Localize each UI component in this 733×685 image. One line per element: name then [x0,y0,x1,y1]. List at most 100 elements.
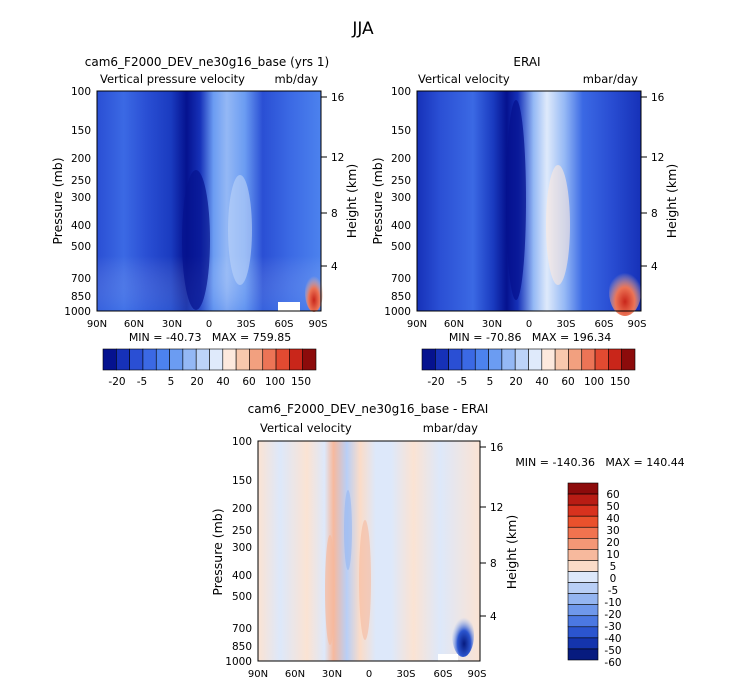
colorbar-swatch [289,348,303,371]
min-max-stats: MIN = -70.86 MAX = 196.34 [449,331,611,344]
x-axis: 90N 60N 30N 0 30S 60S 90S [87,319,328,330]
y-tick-label: 250 [71,175,91,187]
y-tick-label: 100 [391,86,411,98]
y-axis-left: 100 150 200 250 300 400 500 700 850 1000 [225,436,252,668]
colorbar-swatch [581,348,596,371]
height-tick-label: 4 [651,261,658,273]
colorbar-swatch [222,348,237,371]
plot-frame [416,90,642,312]
colorbar-swatch [621,348,636,371]
colorbar-vertical [567,482,599,661]
figure-title: JJA [351,19,374,39]
plot-frame [96,90,322,312]
colorbar-swatch [567,549,599,561]
colorbar-label: 60 [606,489,619,501]
colorbar-label: 0 [610,573,617,585]
y-tick-label: 250 [391,175,411,187]
colorbar-label: 60 [561,376,574,388]
colorbar-labels: -20 -5 5 20 40 60 100 150 [108,376,311,388]
y-tick-label: 700 [232,623,252,635]
colorbar-swatch [528,348,543,371]
colorbar-label: 60 [242,376,255,388]
colorbar-swatch [435,348,449,371]
y-tick-label: 300 [391,192,411,204]
colorbar-swatch [249,348,264,371]
colorbar-swatch [567,493,599,506]
colorbar-swatch [129,348,144,371]
y-tick-label: 150 [71,125,91,137]
y-axis-left: 100 150 200 250 300 400 500 700 850 1000 [384,86,411,318]
colorbar-swatch [235,348,250,371]
colorbar-labels: 60 50 40 30 20 10 5 0 -5 -10 -20 -30 -40… [604,489,621,669]
colorbar-swatch [567,637,599,650]
y-tick-label: 400 [71,220,91,232]
colorbar-label: 30 [606,525,619,537]
y-axis-label: Pressure (mb) [50,157,65,244]
x-tick-label: 0 [206,319,212,330]
colorbar-label: 5 [610,561,617,573]
x-axis: 90N 60N 30N 0 30S 60S 90S [407,319,647,330]
x-tick-label: 60S [274,319,293,330]
colorbar-label: 100 [265,376,285,388]
colorbar-swatch [568,348,583,371]
colorbar-swatch [142,348,157,371]
y-tick-label: 250 [232,525,252,537]
colorbar-swatch [155,348,170,371]
y-tick-label: 200 [391,153,411,165]
colorbar-label: 40 [606,513,619,525]
colorbar-swatch [567,504,599,517]
y-tick-label: 500 [71,241,91,253]
colorbar-swatch [169,348,184,371]
colorbar-label: 150 [610,376,630,388]
colorbar-label: 20 [190,376,203,388]
colorbar-swatch [567,515,599,528]
field-feature-pos [359,520,371,640]
y-axis-right: 16 12 8 4 [480,442,504,623]
y-tick-label: 300 [232,542,252,554]
y-tick-label: 850 [71,291,91,303]
colorbar-swatch [209,348,224,371]
colorbar-label: -5 [137,376,147,388]
height-tick-label: 16 [490,442,504,454]
y-tick-label: 150 [391,125,411,137]
x-tick-label: 0 [526,319,532,330]
colorbar-swatch [514,348,529,371]
x-tick-label: 0 [366,669,372,680]
colorbar-swatch [567,560,599,572]
colorbar [421,348,636,371]
colorbar-swatch [567,648,599,661]
y-tick-label: 150 [232,475,252,487]
height-tick-label: 16 [651,92,665,104]
y-axis-right: 16 12 8 4 [641,92,665,273]
colorbar-swatch [567,538,599,550]
y-tick-label: 850 [391,291,411,303]
colorbar-swatch [488,348,503,371]
field-feature-light [228,175,252,285]
panel-subtitle-right: mbar/day [583,72,638,86]
height-tick-label: 12 [331,152,344,164]
y-tick-label: 500 [232,591,252,603]
x-tick-label: 90N [248,669,268,680]
panel-subtitle-left: Vertical velocity [260,421,352,435]
colorbar-label: -60 [604,657,621,669]
colorbar-label: -20 [427,376,444,388]
y-axis-label: Pressure (mb) [210,508,225,595]
colorbar-swatch [594,348,609,371]
height-tick-label: 16 [331,92,345,104]
x-tick-label: 90S [467,669,486,680]
x-tick-label: 30N [162,319,182,330]
y-tick-label: 100 [232,436,252,448]
y-tick-label: 400 [391,220,411,232]
y-axis-right-label: Height (km) [664,164,679,238]
colorbar-label: -20 [108,376,125,388]
colorbar-swatch [567,615,599,628]
x-tick-label: 60N [124,319,144,330]
y-tick-label: 400 [232,570,252,582]
colorbar-label: 40 [216,376,229,388]
field-feature-light [546,165,570,285]
height-tick-label: 8 [331,208,338,220]
colorbar-label: -10 [604,597,621,609]
y-tick-label: 1000 [64,306,91,318]
heatmap-field [417,91,641,311]
